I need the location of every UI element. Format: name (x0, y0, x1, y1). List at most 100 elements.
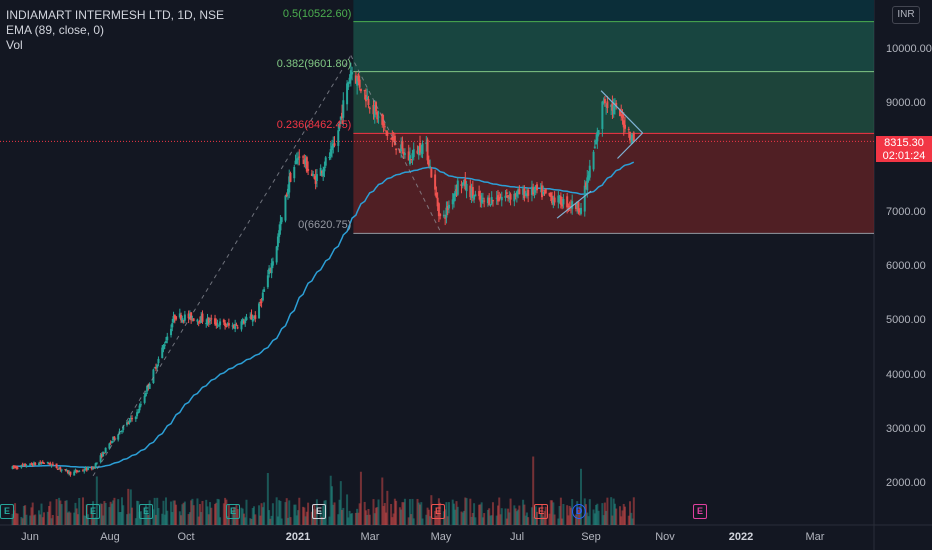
candle-body (631, 135, 634, 143)
volume-bar (354, 512, 357, 525)
candle-body (620, 112, 623, 114)
fib-level-label: 0.5(10522.60) (282, 7, 352, 20)
candle-body (426, 139, 429, 161)
volume-bar (250, 518, 253, 525)
candle-body (391, 136, 394, 141)
candle-body (461, 182, 464, 186)
candle-body (99, 455, 102, 462)
candle-body (200, 315, 203, 323)
candle-body (41, 461, 44, 464)
volume-bar (358, 503, 361, 525)
price-tick-label: 4000.00 (886, 368, 926, 381)
volume-bar (483, 513, 486, 525)
volume-bar (298, 497, 301, 525)
candle-body (534, 185, 537, 190)
currency-button[interactable]: INR (892, 6, 920, 24)
volume-bar (337, 514, 340, 525)
volume-bar (408, 499, 411, 525)
volume-bar (16, 513, 19, 525)
candle-body (451, 199, 454, 205)
volume-bar (376, 507, 379, 525)
candle-body (544, 188, 547, 194)
earnings-event-marker[interactable]: E (534, 504, 548, 519)
candle-body (611, 102, 614, 111)
candle-body (315, 174, 318, 181)
volume-bar (100, 503, 103, 525)
volume-bar (558, 506, 561, 525)
candle-body (242, 320, 245, 324)
volume-bar (293, 504, 296, 525)
candle-body (548, 192, 551, 196)
ema-legend[interactable]: EMA (89, close, 0) (6, 23, 105, 37)
symbol-title[interactable]: INDIAMART INTERMESH LTD, 1D, NSE (6, 8, 225, 22)
volume-bar (207, 514, 210, 525)
volume-legend[interactable]: Vol (6, 38, 23, 52)
candle-body (586, 177, 589, 191)
candle-body (31, 463, 34, 467)
candle-body (496, 195, 499, 202)
candle-body (351, 72, 354, 75)
volume-bar (162, 500, 165, 525)
volume-bar (357, 512, 360, 525)
volume-bar (118, 512, 121, 525)
candle-body (15, 466, 18, 469)
earnings-event-marker[interactable]: E (86, 504, 100, 519)
candle-body (261, 292, 264, 301)
earnings-event-marker[interactable]: E (0, 504, 14, 519)
candle-body (445, 207, 448, 218)
volume-bar (561, 518, 564, 525)
earnings-event-marker[interactable]: E (312, 504, 326, 519)
volume-bar (610, 497, 613, 525)
volume-bar (481, 517, 484, 525)
candle-body (442, 214, 445, 217)
candle-body (120, 430, 123, 432)
volume-bar (157, 508, 160, 525)
volume-bar (295, 515, 298, 525)
candle-body (411, 153, 414, 159)
candle-body (134, 416, 137, 420)
volume-bar (539, 513, 542, 525)
candle-body (175, 316, 178, 320)
volume-bar (87, 514, 90, 525)
volume-bar (461, 512, 464, 525)
candle-body (585, 182, 588, 187)
volume-bar (226, 516, 229, 525)
candle-body (553, 197, 556, 203)
volume-bar (214, 503, 217, 525)
candle-body (356, 77, 359, 86)
volume-bar (407, 517, 410, 525)
earnings-event-marker[interactable]: E (693, 504, 707, 519)
volume-bar (541, 504, 544, 525)
volume-bar (398, 507, 401, 525)
earnings-event-marker[interactable]: E (226, 504, 240, 519)
volume-bar (122, 505, 125, 525)
candle-body (81, 470, 84, 472)
volume-bar (31, 502, 34, 525)
earnings-event-marker[interactable]: D (572, 504, 586, 519)
volume-bar (452, 503, 455, 525)
volume-bar (285, 498, 288, 525)
volume-bar (411, 498, 414, 525)
candle-body (198, 320, 201, 323)
earnings-event-marker[interactable]: E (431, 504, 445, 519)
candle-body (65, 469, 68, 471)
volume-bar (216, 498, 219, 525)
candle-body (268, 268, 271, 274)
volume-bar (41, 517, 44, 525)
candle-body (288, 176, 291, 193)
volume-bar (103, 501, 106, 525)
volume-bar (307, 502, 310, 525)
candle-body (454, 191, 457, 197)
volume-bar (127, 488, 130, 525)
earnings-event-marker[interactable]: E (139, 504, 153, 519)
volume-bar (390, 503, 393, 525)
candle-body (128, 420, 131, 423)
candle-body (330, 145, 333, 151)
volume-bar (217, 499, 220, 525)
candle-body (46, 461, 49, 463)
candle-body (447, 204, 450, 209)
candle-body (58, 468, 61, 470)
volume-bar (242, 513, 245, 525)
candle-body (87, 467, 90, 470)
